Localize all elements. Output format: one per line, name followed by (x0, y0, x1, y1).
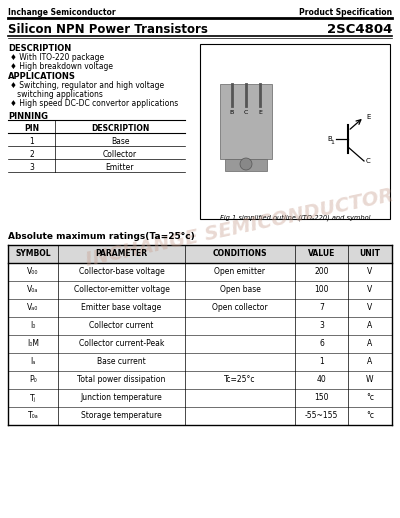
Text: °c: °c (366, 394, 374, 402)
Text: I₀: I₀ (30, 322, 36, 330)
Text: Collector current-Peak: Collector current-Peak (79, 339, 164, 349)
Text: V₀ₐ: V₀ₐ (27, 285, 39, 295)
Text: DESCRIPTION: DESCRIPTION (91, 124, 149, 133)
Text: Base: Base (111, 137, 129, 146)
Text: Storage temperature: Storage temperature (81, 411, 162, 421)
Text: 40: 40 (317, 376, 326, 384)
Text: Inchange Semiconductor: Inchange Semiconductor (8, 8, 116, 17)
Text: T₀ₐ: T₀ₐ (28, 411, 38, 421)
Text: 1: 1 (330, 140, 334, 146)
Text: E: E (258, 110, 262, 115)
Text: B: B (230, 110, 234, 115)
Text: E: E (366, 114, 370, 120)
Text: Tc=25°c: Tc=25°c (224, 376, 256, 384)
Text: INCHANGE SEMICONDUCTOR: INCHANGE SEMICONDUCTOR (84, 186, 396, 270)
Text: UNIT: UNIT (360, 250, 380, 258)
Text: VALUE: VALUE (308, 250, 335, 258)
Text: Total power dissipation: Total power dissipation (77, 376, 166, 384)
Circle shape (240, 158, 252, 170)
Text: Vₐ₀: Vₐ₀ (27, 304, 39, 312)
Text: switching applications: switching applications (10, 90, 103, 99)
Text: APPLICATIONS: APPLICATIONS (8, 72, 76, 81)
Text: Base current: Base current (97, 357, 146, 367)
Text: ♦ High speed DC-DC convertor applications: ♦ High speed DC-DC convertor application… (10, 99, 178, 108)
Text: SYMBOL: SYMBOL (15, 250, 51, 258)
Bar (220, 84, 272, 159)
Text: Collector: Collector (103, 150, 137, 159)
Text: Product Specification: Product Specification (299, 8, 392, 17)
Text: 3: 3 (29, 163, 34, 172)
Text: I₀M: I₀M (27, 339, 39, 349)
Text: V: V (367, 267, 373, 277)
Text: V: V (367, 304, 373, 312)
Text: °c: °c (366, 411, 374, 421)
Text: 6: 6 (319, 339, 324, 349)
Text: ♦ Switching, regulator and high voltage: ♦ Switching, regulator and high voltage (10, 81, 164, 90)
Text: DESCRIPTION: DESCRIPTION (8, 44, 71, 53)
Text: Junction temperature: Junction temperature (81, 394, 162, 402)
Text: 3: 3 (319, 322, 324, 330)
Text: Open collector: Open collector (212, 304, 268, 312)
Text: Iₐ: Iₐ (30, 357, 36, 367)
Text: Collector current: Collector current (89, 322, 154, 330)
Text: PIN: PIN (24, 124, 39, 133)
Bar (225, 159, 267, 171)
Text: Collector-emitter voltage: Collector-emitter voltage (74, 285, 170, 295)
Text: Absolute maximum ratings(Ta=25°c): Absolute maximum ratings(Ta=25°c) (8, 232, 195, 241)
Text: P₀: P₀ (29, 376, 37, 384)
Text: C: C (366, 158, 371, 164)
Text: W: W (366, 376, 374, 384)
Text: -55~155: -55~155 (305, 411, 338, 421)
Text: Emitter: Emitter (106, 163, 134, 172)
Text: A: A (367, 357, 373, 367)
Text: Collector-base voltage: Collector-base voltage (79, 267, 164, 277)
Text: A: A (367, 322, 373, 330)
Text: PARAMETER: PARAMETER (96, 250, 148, 258)
Text: V: V (367, 285, 373, 295)
Text: Open emitter: Open emitter (214, 267, 266, 277)
Text: 150: 150 (314, 394, 329, 402)
Text: Tⱼ: Tⱼ (30, 394, 36, 402)
Text: 200: 200 (314, 267, 329, 277)
Text: Open base: Open base (220, 285, 260, 295)
Text: 100: 100 (314, 285, 329, 295)
Text: V₀₀: V₀₀ (27, 267, 39, 277)
Text: 1: 1 (319, 357, 324, 367)
Text: 7: 7 (319, 304, 324, 312)
Bar (8, 245, 392, 263)
Text: ♦ With ITO-220 package: ♦ With ITO-220 package (10, 53, 104, 62)
Text: A: A (367, 339, 373, 349)
Text: ♦ High breakdown voltage: ♦ High breakdown voltage (10, 62, 113, 71)
Text: CONDITIONS: CONDITIONS (213, 250, 267, 258)
Text: Fig.1 simplified outline (ITO-220) and symbol: Fig.1 simplified outline (ITO-220) and s… (220, 214, 370, 221)
Text: PINNING: PINNING (8, 112, 48, 121)
Text: B: B (327, 136, 332, 142)
Bar (200, 44, 390, 219)
Text: Silicon NPN Power Transistors: Silicon NPN Power Transistors (8, 23, 208, 36)
Text: C: C (244, 110, 248, 115)
Text: Emitter base voltage: Emitter base voltage (81, 304, 162, 312)
Text: 2SC4804: 2SC4804 (327, 23, 392, 36)
Text: 2: 2 (29, 150, 34, 159)
Text: 1: 1 (29, 137, 34, 146)
